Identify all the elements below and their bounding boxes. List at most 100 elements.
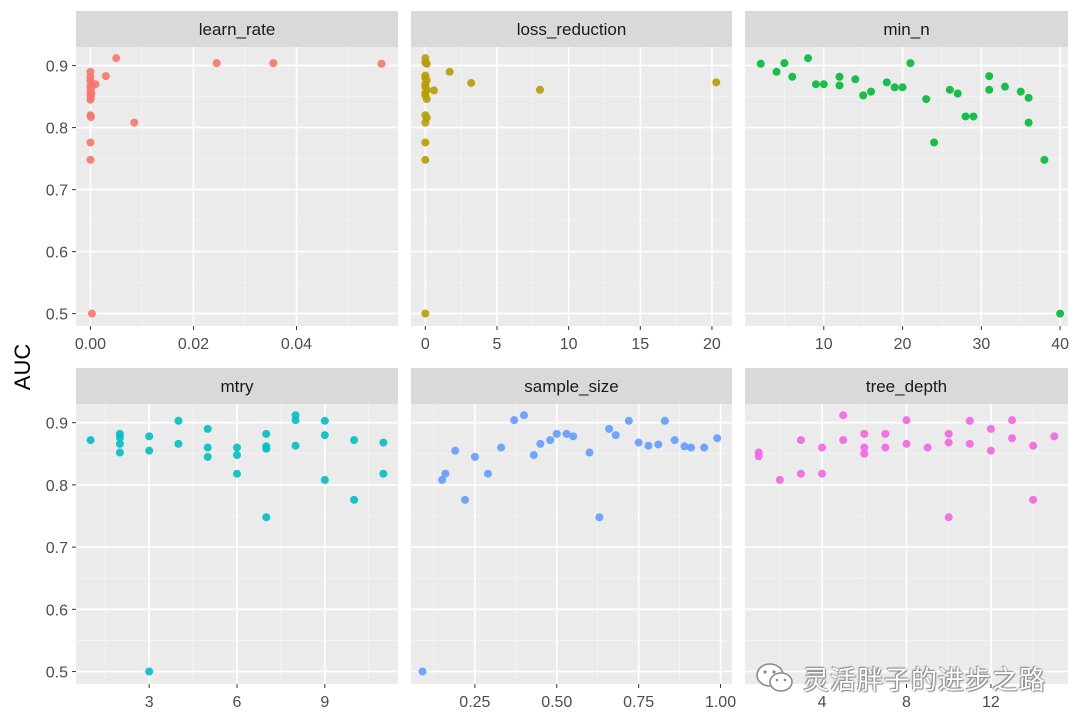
data-point [115, 433, 124, 442]
facet-strip-label: min_n [883, 20, 929, 39]
data-point [839, 436, 848, 445]
data-point [775, 475, 784, 484]
data-point [881, 429, 890, 438]
data-point [233, 443, 241, 452]
data-point [497, 443, 506, 452]
data-point [291, 441, 300, 450]
x-tick-label: 9 [320, 694, 329, 711]
data-point [772, 67, 781, 76]
data-point [965, 416, 974, 425]
data-point [562, 429, 571, 438]
data-point [421, 118, 430, 127]
x-tick-label: 20 [703, 336, 721, 353]
data-point [174, 439, 183, 448]
data-point [203, 452, 212, 461]
x-tick-label: 15 [631, 336, 649, 353]
data-point [712, 78, 721, 87]
data-point [986, 446, 995, 455]
facet-strip [745, 11, 1068, 47]
data-point [585, 448, 594, 457]
data-point [86, 95, 95, 104]
data-point [944, 513, 953, 522]
data-point [467, 78, 476, 87]
data-point [985, 85, 994, 94]
data-point [818, 443, 827, 452]
data-point [145, 432, 154, 441]
data-point [320, 475, 329, 484]
data-point [233, 469, 241, 478]
y-tick-label: 0.6 [46, 602, 68, 619]
data-point [145, 446, 154, 455]
watermark: 灵活胖子的进步之路 [755, 660, 1046, 696]
x-tick-label: 5 [493, 336, 502, 353]
data-point [860, 429, 869, 438]
data-point [680, 442, 689, 451]
data-point [835, 81, 844, 90]
data-point [552, 429, 561, 438]
data-point [115, 439, 124, 448]
data-point [421, 309, 430, 318]
data-point [130, 118, 139, 127]
data-point [796, 469, 805, 478]
facet-strip-label: loss_reduction [517, 20, 627, 39]
data-point [203, 443, 212, 452]
data-point [902, 439, 911, 448]
x-tick-label: 6 [233, 694, 242, 711]
data-point [101, 72, 110, 81]
data-point [839, 411, 848, 420]
data-point [1000, 82, 1009, 91]
data-point [986, 424, 995, 433]
facet-strip [411, 11, 732, 47]
data-point [350, 436, 359, 445]
x-tick-label: 0.75 [623, 694, 654, 711]
data-point [291, 416, 300, 425]
data-point [536, 439, 545, 448]
data-point [86, 113, 95, 122]
data-point [451, 446, 460, 455]
data-point [212, 59, 221, 68]
facet-strip [76, 11, 398, 47]
data-point [350, 495, 359, 504]
data-point [86, 138, 95, 147]
data-point [605, 424, 614, 433]
data-point [881, 443, 890, 452]
x-tick-label: 3 [145, 694, 154, 711]
data-point [969, 112, 978, 121]
data-point [438, 475, 447, 484]
data-point [1024, 93, 1033, 102]
data-point [902, 416, 911, 425]
data-point [421, 138, 430, 147]
x-tick-label: 12 [982, 694, 1000, 711]
x-tick-label: 0.02 [178, 336, 209, 353]
data-point [644, 441, 653, 450]
data-point [422, 95, 431, 104]
y-tick-label: 0.7 [46, 183, 68, 200]
data-point [483, 469, 492, 478]
data-point [233, 451, 241, 460]
facet-panel-min-n: min_n 10 20 30 40 [745, 11, 1069, 353]
data-point [520, 411, 529, 420]
data-point [700, 443, 709, 452]
data-point [1016, 87, 1025, 96]
panel-background [411, 47, 732, 326]
data-point [1050, 432, 1059, 441]
y-tick-label: 0.8 [46, 121, 68, 138]
y-tick-label: 0.8 [46, 478, 68, 495]
facet-strip [411, 368, 732, 404]
panel-background [411, 404, 732, 684]
facet-strip-label: tree_depth [866, 377, 947, 396]
data-point [624, 416, 633, 425]
data-point [1008, 434, 1017, 443]
data-point [445, 67, 454, 76]
data-point [796, 436, 805, 445]
data-point [906, 59, 915, 68]
data-point [529, 451, 538, 460]
data-point [670, 436, 679, 445]
data-point [174, 416, 183, 425]
x-tick-label: 0.00 [75, 336, 106, 353]
panel-background [76, 47, 398, 326]
data-point [379, 438, 388, 447]
x-tick-label: 40 [1051, 336, 1069, 353]
data-point [634, 438, 643, 447]
